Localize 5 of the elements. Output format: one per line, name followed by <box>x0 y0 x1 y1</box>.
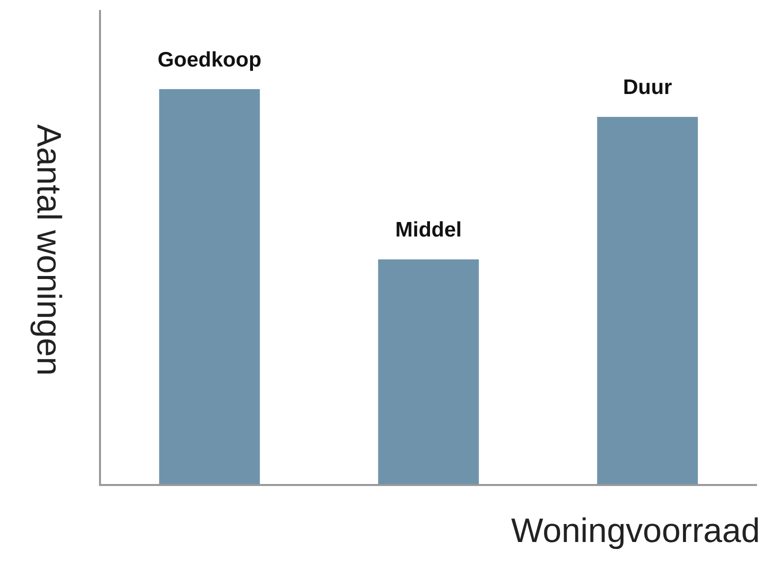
x-axis-title: Woningvoorraad <box>511 512 760 551</box>
x-tick-label: Goedkoop <box>158 48 262 72</box>
y-axis-title: Aantal woningen <box>28 124 68 376</box>
x-tick-label: Middel <box>395 218 462 242</box>
x-tick-label: Duur <box>623 76 672 100</box>
